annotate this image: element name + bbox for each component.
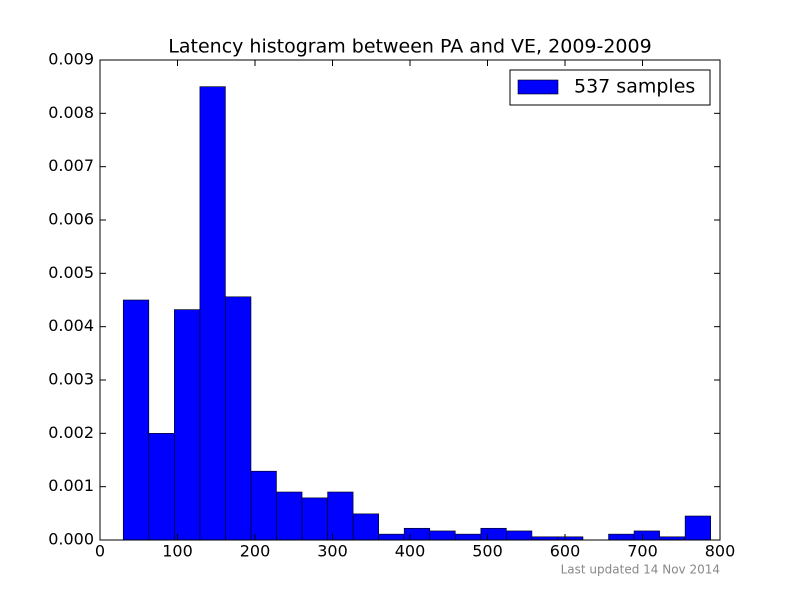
- x-tick-label: 500: [472, 542, 503, 561]
- bar: [454, 533, 482, 541]
- bar: [250, 470, 277, 541]
- bar: [174, 309, 201, 541]
- bar: [429, 530, 456, 541]
- y-tick-label: 0.000: [48, 530, 94, 549]
- bar: [199, 86, 226, 541]
- legend-label: 537 samples: [574, 76, 695, 98]
- y-tick-label: 0.004: [48, 316, 94, 335]
- bar: [225, 296, 252, 541]
- bar: [378, 533, 405, 541]
- y-tick-label: 0.003: [48, 370, 94, 389]
- legend-swatch: [517, 79, 559, 95]
- bar: [352, 513, 379, 541]
- y-tick-label: 0.007: [48, 156, 94, 175]
- bar: [608, 533, 635, 541]
- x-tick-label: 600: [550, 542, 581, 561]
- bar: [148, 433, 175, 541]
- bar: [276, 491, 303, 541]
- y-tick-label: 0.001: [48, 476, 94, 495]
- x-tick-label: 800: [705, 542, 736, 561]
- x-tick-label: 100: [162, 542, 193, 561]
- bar: [403, 527, 431, 541]
- bar: [506, 530, 533, 541]
- y-tick-label: 0.002: [48, 423, 94, 442]
- y-tick-label: 0.008: [48, 103, 94, 122]
- bar: [301, 497, 328, 541]
- plot-area: 0 100 200 300 400 500 600 700 800 0.000 0.001 0.002…: [48, 50, 735, 561]
- x-tick-label: 200: [240, 542, 271, 561]
- bar: [684, 515, 712, 541]
- y-tick-label: 0.005: [48, 263, 94, 282]
- bar: [327, 491, 354, 541]
- x-tick-label: 300: [317, 542, 348, 561]
- x-tick-label: 0: [95, 542, 105, 561]
- bar: [122, 299, 150, 541]
- chart-title: Latency histogram between PA and VE, 200…: [168, 36, 651, 58]
- bar: [633, 530, 660, 541]
- x-tick-label: 400: [395, 542, 426, 561]
- y-tick-label: 0.006: [48, 210, 94, 229]
- x-tick-label: 700: [627, 542, 658, 561]
- y-tick-label: 0.009: [48, 50, 94, 69]
- bar: [480, 527, 507, 541]
- footnote: Last updated 14 Nov 2014: [561, 563, 720, 577]
